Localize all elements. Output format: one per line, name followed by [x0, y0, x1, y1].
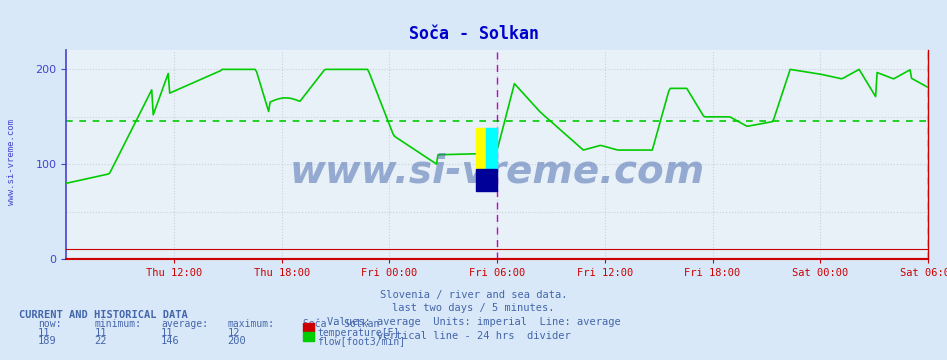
Text: CURRENT AND HISTORICAL DATA: CURRENT AND HISTORICAL DATA	[19, 310, 188, 320]
Text: 22: 22	[95, 336, 107, 346]
Text: 12: 12	[227, 328, 240, 338]
Text: Slovenia / river and sea data.: Slovenia / river and sea data.	[380, 290, 567, 300]
Bar	[487, 127, 497, 173]
Text: minimum:: minimum:	[95, 319, 142, 329]
Text: 200: 200	[227, 336, 246, 346]
Text: 11: 11	[161, 328, 173, 338]
Text: 189: 189	[38, 336, 57, 346]
Text: temperature[F]: temperature[F]	[317, 328, 400, 338]
Text: average:: average:	[161, 319, 208, 329]
Text: 146: 146	[161, 336, 180, 346]
Text: Soča - Solkan: Soča - Solkan	[303, 319, 380, 329]
Text: vertical line - 24 hrs  divider: vertical line - 24 hrs divider	[377, 331, 570, 341]
Text: Soča - Solkan: Soča - Solkan	[408, 25, 539, 43]
Text: Values: average  Units: imperial  Line: average: Values: average Units: imperial Line: av…	[327, 317, 620, 327]
Text: 11: 11	[38, 328, 50, 338]
Bar	[475, 127, 487, 173]
Text: www.si-vreme.com: www.si-vreme.com	[7, 119, 16, 205]
Text: flow[foot3/min]: flow[foot3/min]	[317, 336, 405, 346]
Text: maximum:: maximum:	[227, 319, 275, 329]
Text: www.si-vreme.com: www.si-vreme.com	[290, 153, 705, 190]
Text: last two days / 5 minutes.: last two days / 5 minutes.	[392, 303, 555, 314]
Text: now:: now:	[38, 319, 62, 329]
Bar	[475, 169, 497, 192]
Text: 11: 11	[95, 328, 107, 338]
